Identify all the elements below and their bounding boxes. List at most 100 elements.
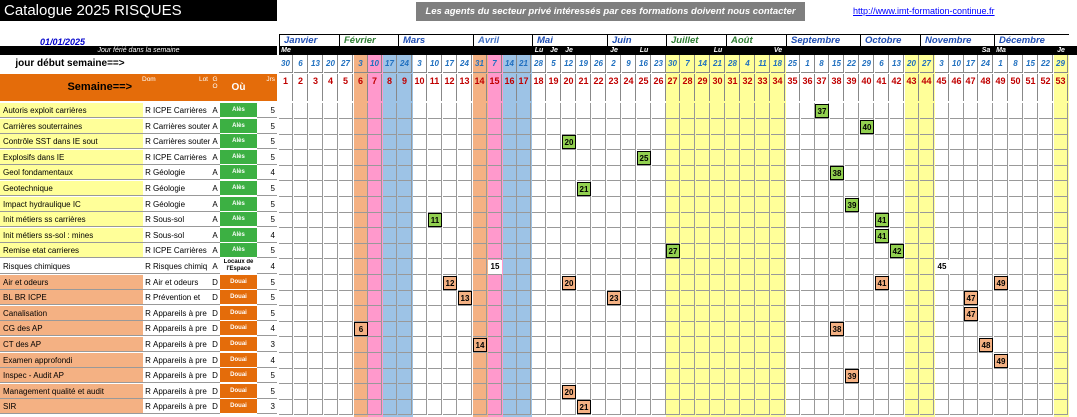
session-marker[interactable]: 41 <box>875 213 889 227</box>
grid-cell[interactable] <box>607 212 621 228</box>
grid-cell[interactable] <box>607 150 621 166</box>
grid-cell[interactable] <box>503 212 517 228</box>
grid-cell[interactable] <box>309 119 323 135</box>
grid-cell[interactable] <box>473 243 487 259</box>
session-marker[interactable]: 15 <box>488 260 502 274</box>
grid-cell[interactable] <box>1054 243 1068 259</box>
grid-cell[interactable] <box>994 337 1008 353</box>
grid-cell[interactable] <box>398 337 412 353</box>
grid-cell[interactable] <box>532 399 546 415</box>
grid-cell[interactable] <box>1024 119 1038 135</box>
grid-cell[interactable] <box>741 337 755 353</box>
grid-cell[interactable] <box>920 399 934 415</box>
grid-cell[interactable] <box>577 134 591 150</box>
grid-cell[interactable] <box>979 228 993 244</box>
grid-cell[interactable] <box>964 259 978 275</box>
grid-cell[interactable] <box>666 197 680 213</box>
grid-cell[interactable] <box>458 353 472 369</box>
grid-cell[interactable] <box>592 103 606 119</box>
grid-cell[interactable] <box>1009 384 1023 400</box>
grid-cell[interactable] <box>473 353 487 369</box>
grid-cell[interactable] <box>488 212 502 228</box>
grid-cell[interactable] <box>845 353 859 369</box>
grid-cell[interactable] <box>532 368 546 384</box>
session-marker[interactable]: 20 <box>562 135 576 149</box>
grid-cell[interactable] <box>786 321 800 337</box>
grid-cell[interactable] <box>368 150 382 166</box>
grid-cell[interactable] <box>652 181 666 197</box>
grid-cell[interactable] <box>309 228 323 244</box>
grid-cell[interactable] <box>368 197 382 213</box>
grid-cell[interactable] <box>488 119 502 135</box>
grid-cell[interactable] <box>1024 384 1038 400</box>
grid-cell[interactable] <box>339 165 353 181</box>
grid-cell[interactable] <box>860 181 874 197</box>
course-name[interactable]: Air et odeurs <box>0 275 143 290</box>
course-name[interactable]: Inspec - Audit AP <box>0 368 143 383</box>
grid-cell[interactable] <box>339 212 353 228</box>
grid-cell[interactable] <box>964 384 978 400</box>
grid-cell[interactable] <box>592 212 606 228</box>
grid-cell[interactable] <box>517 368 531 384</box>
grid-cell[interactable] <box>592 321 606 337</box>
grid-cell[interactable] <box>368 212 382 228</box>
grid-cell[interactable] <box>309 165 323 181</box>
grid-cell[interactable] <box>771 212 785 228</box>
grid-cell[interactable] <box>443 290 457 306</box>
grid-cell[interactable] <box>368 321 382 337</box>
grid-cell[interactable] <box>771 165 785 181</box>
grid-cell[interactable] <box>1054 384 1068 400</box>
grid-cell[interactable] <box>845 119 859 135</box>
grid-cell[interactable] <box>1039 306 1053 322</box>
grid-cell[interactable] <box>726 197 740 213</box>
grid-cell[interactable] <box>920 134 934 150</box>
grid-cell[interactable] <box>607 306 621 322</box>
grid-cell[interactable] <box>547 399 561 415</box>
grid-cell[interactable] <box>666 212 680 228</box>
grid-cell[interactable] <box>294 321 308 337</box>
grid-cell[interactable] <box>517 181 531 197</box>
grid-cell[interactable] <box>786 368 800 384</box>
grid-cell[interactable] <box>1039 337 1053 353</box>
grid-cell[interactable] <box>845 212 859 228</box>
grid-cell[interactable] <box>935 243 949 259</box>
grid-cell[interactable] <box>488 337 502 353</box>
grid-cell[interactable] <box>711 212 725 228</box>
grid-cell[interactable] <box>905 399 919 415</box>
session-marker[interactable]: 37 <box>815 104 829 118</box>
grid-cell[interactable] <box>517 321 531 337</box>
grid-cell[interactable] <box>443 337 457 353</box>
grid-cell[interactable] <box>830 399 844 415</box>
grid-cell[interactable] <box>875 259 889 275</box>
grid-cell[interactable] <box>786 399 800 415</box>
grid-cell[interactable] <box>666 119 680 135</box>
grid-cell[interactable] <box>964 275 978 291</box>
grid-cell[interactable] <box>890 353 904 369</box>
grid-cell[interactable] <box>339 337 353 353</box>
session-marker[interactable]: 39 <box>845 369 859 383</box>
grid-cell[interactable] <box>726 212 740 228</box>
grid-cell[interactable] <box>398 306 412 322</box>
grid-cell[interactable] <box>309 134 323 150</box>
grid-cell[interactable] <box>786 165 800 181</box>
grid-cell[interactable] <box>830 353 844 369</box>
grid-cell[interactable] <box>726 243 740 259</box>
grid-cell[interactable] <box>607 228 621 244</box>
grid-cell[interactable] <box>652 275 666 291</box>
grid-cell[interactable] <box>786 150 800 166</box>
grid-cell[interactable] <box>771 321 785 337</box>
grid-cell[interactable] <box>458 259 472 275</box>
grid-cell[interactable] <box>1054 165 1068 181</box>
grid-cell[interactable] <box>1039 259 1053 275</box>
grid-cell[interactable] <box>294 119 308 135</box>
grid-cell[interactable] <box>532 150 546 166</box>
grid-cell[interactable] <box>741 212 755 228</box>
grid-cell[interactable] <box>652 399 666 415</box>
grid-cell[interactable] <box>979 353 993 369</box>
grid-cell[interactable] <box>517 306 531 322</box>
grid-cell[interactable] <box>517 275 531 291</box>
grid-cell[interactable] <box>383 384 397 400</box>
grid-cell[interactable] <box>741 384 755 400</box>
grid-cell[interactable] <box>309 290 323 306</box>
grid-cell[interactable] <box>681 150 695 166</box>
